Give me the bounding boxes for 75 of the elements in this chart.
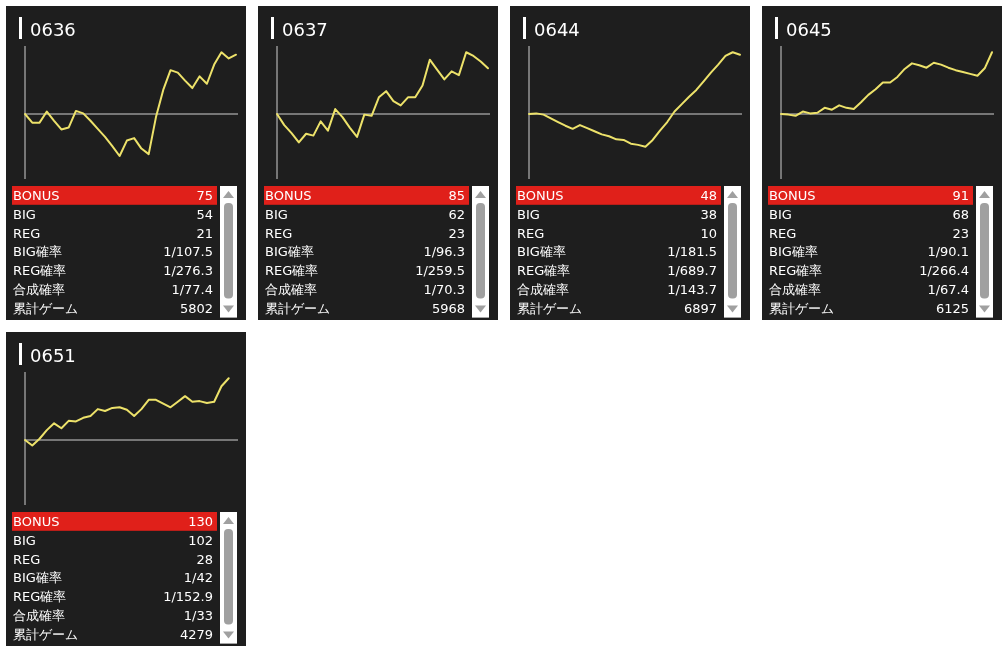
text: BIG xyxy=(13,206,36,222)
text: BIG確率 xyxy=(517,244,566,260)
text: REG確率 xyxy=(517,263,571,279)
text: 54 xyxy=(196,206,213,222)
text: REG xyxy=(13,225,41,241)
text: 合成確率 xyxy=(13,282,65,297)
text: 累計ゲーム xyxy=(517,300,582,316)
text: REG xyxy=(769,225,797,241)
text: 合成確率 xyxy=(265,282,317,297)
text: 1/107.5 xyxy=(163,244,213,260)
text: 130 xyxy=(188,514,213,529)
chart-title: 0644 xyxy=(534,19,580,40)
text: 48 xyxy=(700,188,717,203)
text: 1/152.9 xyxy=(163,589,213,605)
text: 38 xyxy=(700,206,717,222)
text: 1/90.1 xyxy=(927,244,969,260)
text: 1/266.4 xyxy=(919,263,969,279)
text: 累計ゲーム xyxy=(13,626,78,642)
text: 91 xyxy=(952,188,969,203)
text: 6897 xyxy=(683,300,717,316)
text: 合成確率 xyxy=(517,282,569,297)
text: 85 xyxy=(448,188,465,203)
text: 1/276.3 xyxy=(163,263,213,279)
text: 5802 xyxy=(179,300,213,316)
text: 1/96.3 xyxy=(423,244,465,260)
text: 62 xyxy=(448,206,465,222)
chart-title: 0636 xyxy=(30,19,76,40)
text: BONUS xyxy=(769,188,816,203)
text: 1/33 xyxy=(183,608,213,623)
chart-title: 0651 xyxy=(30,345,76,366)
text: 累計ゲーム xyxy=(769,300,834,316)
text: 10 xyxy=(700,225,717,241)
chart-title: 0637 xyxy=(282,19,328,40)
text: 1/259.5 xyxy=(415,263,465,279)
text: 合成確率 xyxy=(769,282,821,297)
text: BIG xyxy=(265,206,288,222)
text: REG xyxy=(13,551,41,567)
text: BIG確率 xyxy=(265,244,314,260)
text: BONUS xyxy=(13,514,60,529)
text: 累計ゲーム xyxy=(13,300,78,316)
text: BIG xyxy=(13,532,36,548)
text: 1/181.5 xyxy=(667,244,717,260)
text: 合成確率 xyxy=(13,608,65,623)
text: REG xyxy=(517,225,545,241)
text: REG確率 xyxy=(13,263,67,279)
text: REG xyxy=(265,225,293,241)
text: 4279 xyxy=(179,626,213,642)
text: 23 xyxy=(952,225,969,241)
text: 1/77.4 xyxy=(171,282,213,297)
text: 1/70.3 xyxy=(423,282,465,297)
text: 68 xyxy=(952,206,969,222)
text: 21 xyxy=(196,225,213,241)
text: REG確率 xyxy=(13,589,67,605)
text: BIG確率 xyxy=(13,244,62,260)
text: 75 xyxy=(196,188,213,203)
text: BONUS xyxy=(13,188,60,203)
text: 累計ゲーム xyxy=(265,300,330,316)
text: 28 xyxy=(196,551,213,567)
text: BIG xyxy=(517,206,540,222)
text: 1/143.7 xyxy=(667,282,717,297)
text: BIG確率 xyxy=(769,244,818,260)
text: 1/689.7 xyxy=(667,263,717,279)
text: BONUS xyxy=(265,188,312,203)
text: 1/42 xyxy=(183,570,213,586)
text: 6125 xyxy=(935,300,969,316)
text: 102 xyxy=(188,532,213,548)
text: REG確率 xyxy=(769,263,823,279)
text: 1/67.4 xyxy=(927,282,969,297)
chart-title: 0645 xyxy=(786,19,832,40)
text: REG確率 xyxy=(265,263,319,279)
text: 5968 xyxy=(431,300,465,316)
text: BONUS xyxy=(517,188,564,203)
text: BIG xyxy=(769,206,792,222)
text: BIG確率 xyxy=(13,570,62,586)
text: 23 xyxy=(448,225,465,241)
